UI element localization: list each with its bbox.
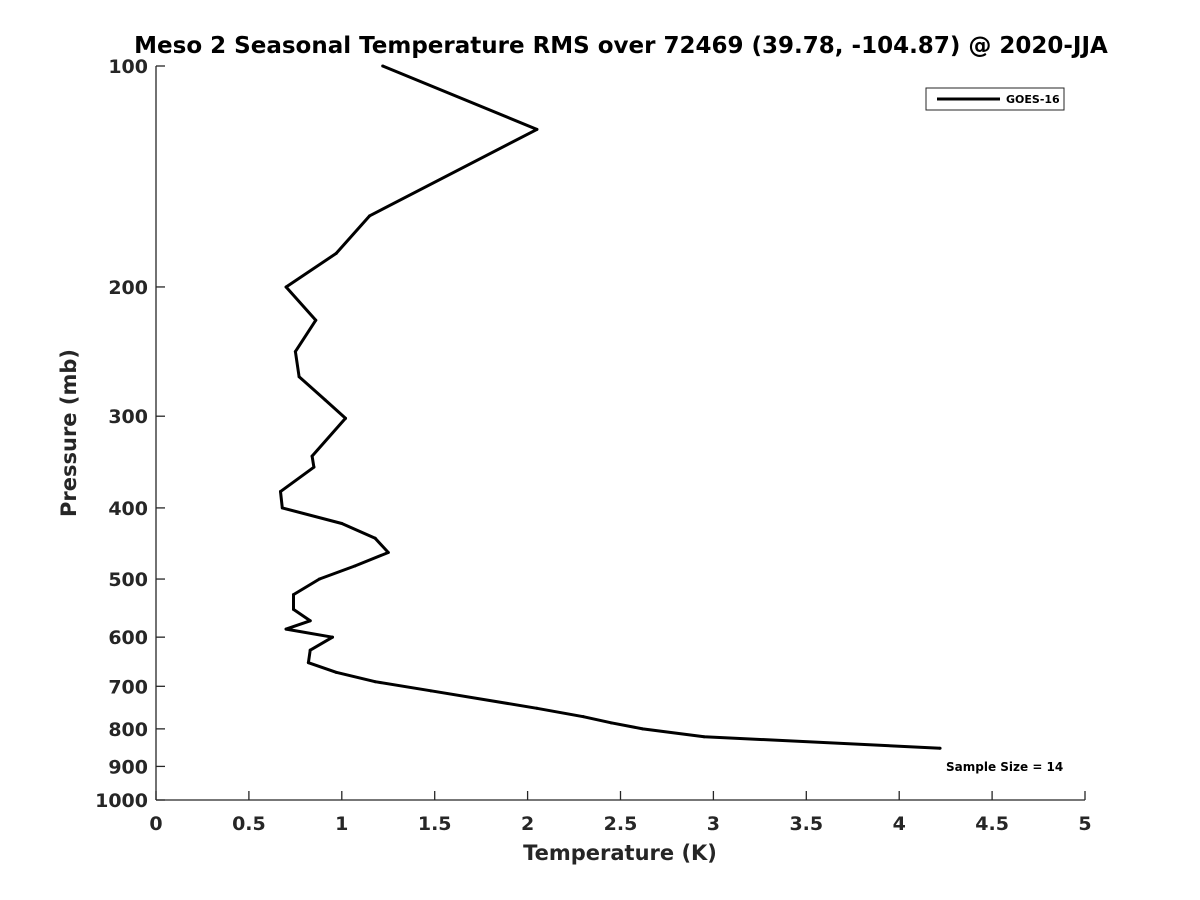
data-point <box>323 398 327 402</box>
data-point <box>702 735 706 739</box>
data-point <box>308 619 312 623</box>
data-point <box>331 635 335 639</box>
x-tick-label: 3.5 <box>789 813 823 835</box>
data-point <box>293 350 297 354</box>
data-point <box>291 607 295 611</box>
data-point <box>344 416 348 420</box>
x-tick-label: 1 <box>335 813 348 835</box>
x-tick-label: 4 <box>893 813 906 835</box>
data-point <box>641 727 645 731</box>
data-point <box>535 127 539 131</box>
data-point <box>297 375 301 379</box>
x-tick-label: 0 <box>149 813 162 835</box>
x-tick-label: 2.5 <box>604 813 638 835</box>
data-point <box>429 689 433 693</box>
data-point <box>284 627 288 631</box>
data-point <box>314 318 318 322</box>
series-line-goes16 <box>279 64 941 750</box>
data-point <box>284 285 288 289</box>
x-tick-label: 0.5 <box>232 813 266 835</box>
chart-title: Meso 2 Seasonal Temperature RMS over 724… <box>134 33 1108 59</box>
data-point <box>312 465 316 469</box>
x-tick-label: 2 <box>521 813 534 835</box>
data-point <box>381 64 385 68</box>
legend-label-goes16: GOES-16 <box>1006 93 1060 106</box>
y-tick-label: 200 <box>108 277 148 299</box>
y-tick-label: 600 <box>108 627 148 649</box>
data-point <box>373 536 377 540</box>
y-ticks: 100 200 300 400 500 600 700 800 900 1000 <box>95 56 165 812</box>
data-point <box>938 746 942 750</box>
data-point <box>306 661 310 665</box>
y-tick-label: 800 <box>108 719 148 741</box>
x-tick-label: 5 <box>1078 813 1091 835</box>
y-axis-label: Pressure (mb) <box>57 349 81 517</box>
data-point <box>609 721 613 725</box>
x-ticks: 0 0.5 1 1.5 2 2.5 3 3.5 4 4.5 5 <box>149 791 1092 835</box>
data-point <box>340 521 344 525</box>
x-axis-label: Temperature (K) <box>523 841 717 865</box>
data-point <box>386 550 390 554</box>
data-point <box>581 715 585 719</box>
data-point <box>334 251 338 255</box>
y-tick-label: 100 <box>108 56 148 78</box>
series-points <box>278 64 942 750</box>
plot-axes <box>155 66 1085 801</box>
x-tick-label: 1.5 <box>418 813 452 835</box>
data-point <box>535 706 539 710</box>
x-tick-label: 3 <box>707 813 720 835</box>
data-point <box>373 680 377 684</box>
data-point <box>310 454 314 458</box>
data-point <box>278 490 282 494</box>
y-tick-label: 500 <box>108 569 148 591</box>
data-point <box>280 506 284 510</box>
y-tick-label: 900 <box>108 756 148 778</box>
x-tick-label: 4.5 <box>975 813 1009 835</box>
data-point <box>368 214 372 218</box>
y-tick-label: 700 <box>108 676 148 698</box>
data-point <box>318 577 322 581</box>
data-point <box>334 670 338 674</box>
data-point <box>308 648 312 652</box>
y-tick-label: 400 <box>108 498 148 520</box>
legend: GOES-16 <box>925 87 1065 111</box>
data-point <box>291 593 295 597</box>
y-tick-label: 300 <box>108 406 148 428</box>
data-point <box>353 564 357 568</box>
y-tick-label: 1000 <box>95 790 148 812</box>
sample-size-annotation: Sample Size = 14 <box>946 760 1063 774</box>
